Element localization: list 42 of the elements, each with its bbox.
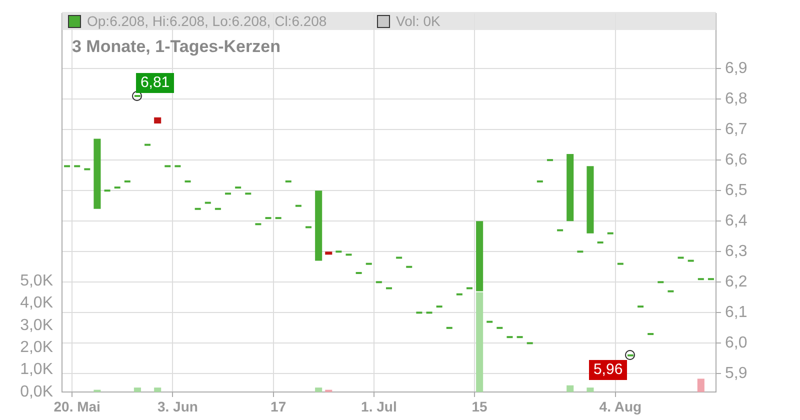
y2-tick-label: 5,0K: [20, 272, 54, 290]
y-tick-label: 6,5: [725, 182, 748, 199]
y2-tick-label: 2,0K: [20, 339, 54, 356]
bar: [586, 388, 594, 392]
y-tick-label: 6,3: [725, 243, 748, 260]
annotation: 6,81: [136, 72, 174, 93]
x-tick-label: 4. Aug: [599, 398, 642, 414]
y-tick-label: 6,6: [725, 151, 748, 168]
y-tick-label: 6,9: [725, 60, 748, 77]
y2-tick-label: 1,0K: [20, 361, 54, 378]
x-tick-label: 17: [270, 398, 286, 414]
bar: [566, 385, 574, 392]
y-tick-label: 5,9: [725, 365, 748, 382]
x-tick-label: 20. Mai: [54, 398, 100, 414]
y-tick-label: 6,8: [725, 90, 748, 108]
x-tick-label: 3. Jun: [157, 398, 198, 414]
annotation: Vol: 0K: [396, 13, 440, 29]
bar: [315, 388, 322, 392]
bar: [476, 292, 484, 392]
text: 3 Monate, 1-Tages-Kerzen: [72, 37, 280, 57]
annotation: 5,96: [589, 360, 627, 380]
candlestick: [154, 117, 162, 124]
y2-tick-label: 3,0K: [20, 316, 54, 334]
bar: [134, 388, 141, 392]
y-tick-label: 6,1: [725, 304, 748, 322]
candlestick: [566, 154, 574, 222]
candlestick: [586, 166, 594, 234]
bar: [697, 378, 704, 392]
y2-tick-label: 0,0K: [20, 383, 54, 400]
candlestick: [476, 221, 484, 292]
x-tick-label: 15: [472, 398, 488, 414]
y-tick-label: 6,7: [725, 120, 748, 138]
y-tick-label: 6,2: [725, 274, 748, 291]
y2-tick-label: 4,0K: [20, 294, 54, 312]
x-tick-label: 1. Jul: [361, 398, 397, 414]
bar: [154, 388, 162, 392]
y-tick-label: 6,4: [725, 212, 748, 230]
candlestick: [325, 252, 332, 255]
candlestick: [94, 138, 101, 209]
candlestick: [315, 190, 322, 261]
legend-label: Op:6.208, Hi:6.208, Lo:6.208, Cl:6.208: [87, 13, 327, 29]
y-tick-label: 6,0: [725, 334, 748, 352]
